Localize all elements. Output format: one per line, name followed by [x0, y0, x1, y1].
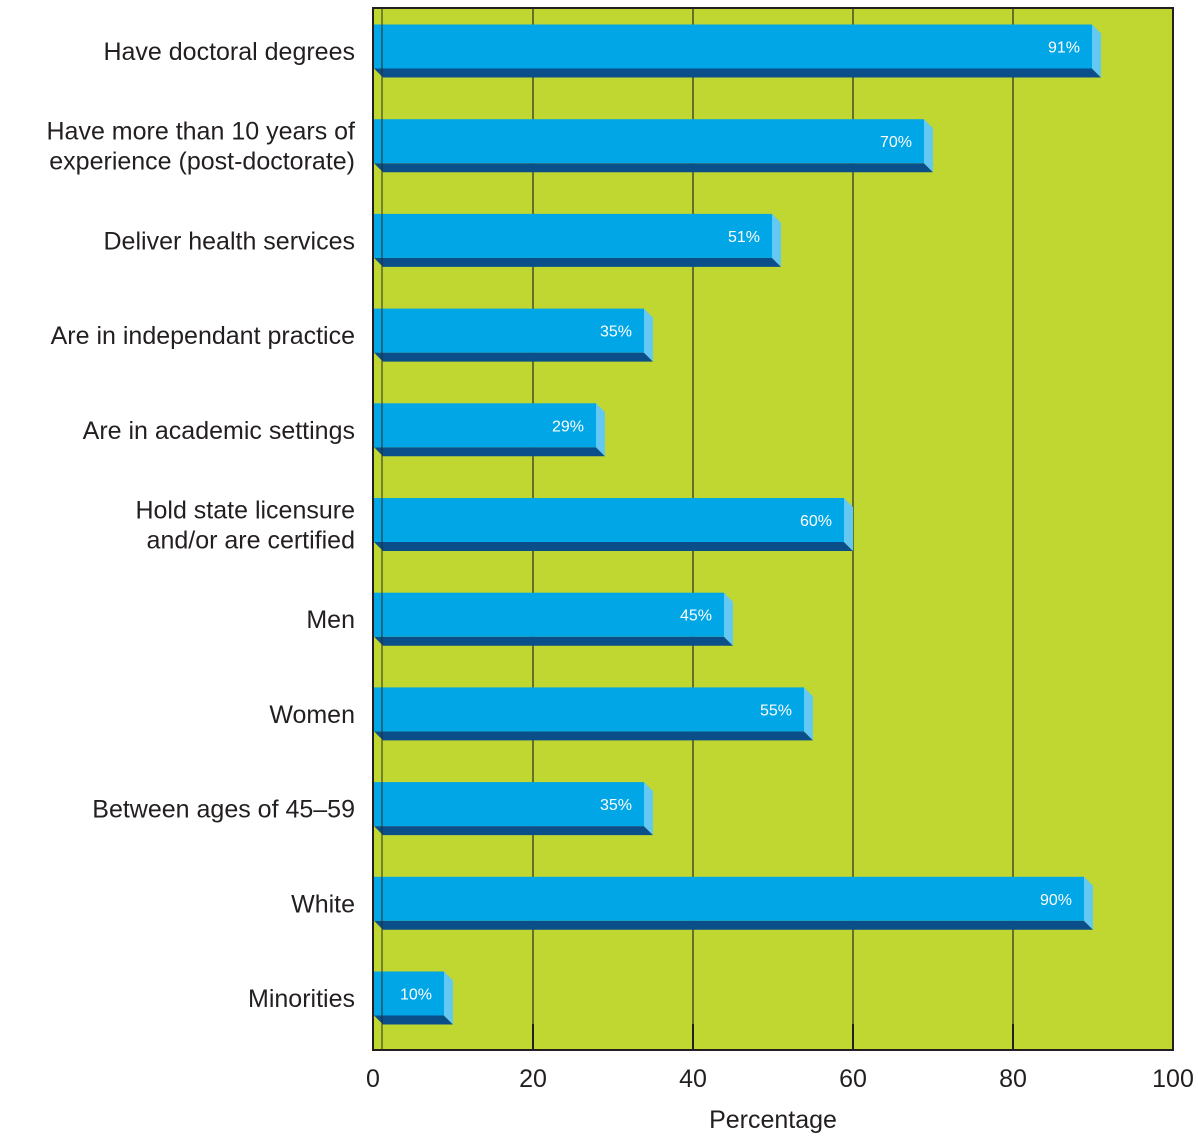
x-tick-label: 40	[679, 1065, 707, 1093]
bar: 70%	[374, 119, 933, 172]
bar: 29%	[374, 403, 605, 456]
category-label: Hold state licensure	[135, 497, 355, 525]
bar-bottom-face	[374, 258, 781, 267]
bar-front-face	[374, 119, 924, 163]
bar-bottom-face	[374, 353, 653, 362]
category-label: Have doctoral degrees	[103, 38, 355, 66]
x-tick-label: 20	[519, 1065, 547, 1093]
category-label: experience (post-doctorate)	[49, 148, 355, 176]
bar: 10%	[374, 972, 453, 1025]
x-tick-label: 80	[999, 1065, 1027, 1093]
category-label: Have more than 10 years of	[47, 118, 356, 146]
bar: 35%	[374, 309, 653, 362]
bar-side-face	[1092, 25, 1101, 78]
x-tick-label: 60	[839, 1065, 867, 1093]
bar-value-label: 35%	[600, 324, 632, 341]
bar-side-face	[924, 119, 933, 172]
category-label: Men	[306, 606, 355, 634]
bar-bottom-face	[374, 542, 853, 551]
bar-side-face	[804, 687, 813, 740]
bar-side-face	[444, 972, 453, 1025]
bar: 60%	[374, 498, 853, 551]
bar-side-face	[844, 498, 853, 551]
bar-bottom-face	[374, 1016, 453, 1025]
bar-front-face	[374, 593, 724, 637]
category-label: Are in independant practice	[51, 322, 355, 350]
bar: 55%	[374, 687, 813, 740]
category-label: White	[291, 890, 355, 918]
bar-value-label: 29%	[552, 418, 584, 435]
bar-front-face	[374, 498, 844, 542]
bar-value-label: 10%	[400, 987, 432, 1004]
bar-bottom-face	[374, 447, 605, 456]
bar-side-face	[644, 309, 653, 362]
bar-side-face	[724, 593, 733, 646]
bar: 91%	[374, 25, 1101, 78]
x-axis-title: Percentage	[709, 1106, 837, 1134]
category-labels: Have doctoral degrees Have more than 10 y…	[47, 38, 356, 1013]
category-label: and/or are certified	[147, 527, 355, 555]
bar-bottom-face	[374, 637, 733, 646]
bar-bottom-face	[374, 69, 1101, 78]
bar-value-label: 35%	[600, 797, 632, 814]
bar-value-label: 91%	[1048, 40, 1080, 57]
bar-side-face	[644, 782, 653, 835]
x-tick-label: 0	[366, 1065, 380, 1093]
bar: 45%	[374, 593, 733, 646]
bar-front-face	[374, 214, 772, 258]
bar-side-face	[772, 214, 781, 267]
bar-bottom-face	[374, 921, 1093, 930]
bar-value-label: 60%	[800, 513, 832, 530]
bar-front-face	[374, 877, 1084, 921]
bar-value-label: 45%	[680, 608, 712, 625]
bar-side-face	[596, 403, 605, 456]
bar-front-face	[374, 687, 804, 731]
bar-value-label: 55%	[760, 702, 792, 719]
bar: 35%	[374, 782, 653, 835]
category-label: Are in academic settings	[83, 417, 355, 445]
bar-bottom-face	[374, 163, 933, 172]
bar-front-face	[374, 25, 1092, 69]
category-label: Deliver health services	[104, 227, 356, 255]
bar: 90%	[374, 877, 1093, 930]
category-label: Between ages of 45–59	[92, 796, 355, 824]
bar-value-label: 51%	[728, 229, 760, 246]
bar-bottom-face	[374, 731, 813, 740]
category-label: Minorities	[248, 985, 355, 1013]
x-tick-label: 100	[1152, 1065, 1194, 1093]
bar-value-label: 70%	[880, 134, 912, 151]
bar-value-label: 90%	[1040, 892, 1072, 909]
tick-labels: 0 20 40 60 80 100	[366, 1065, 1194, 1093]
bar-side-face	[1084, 877, 1093, 930]
bar: 51%	[374, 214, 781, 267]
bar-bottom-face	[374, 826, 653, 835]
category-label: Women	[269, 701, 355, 729]
